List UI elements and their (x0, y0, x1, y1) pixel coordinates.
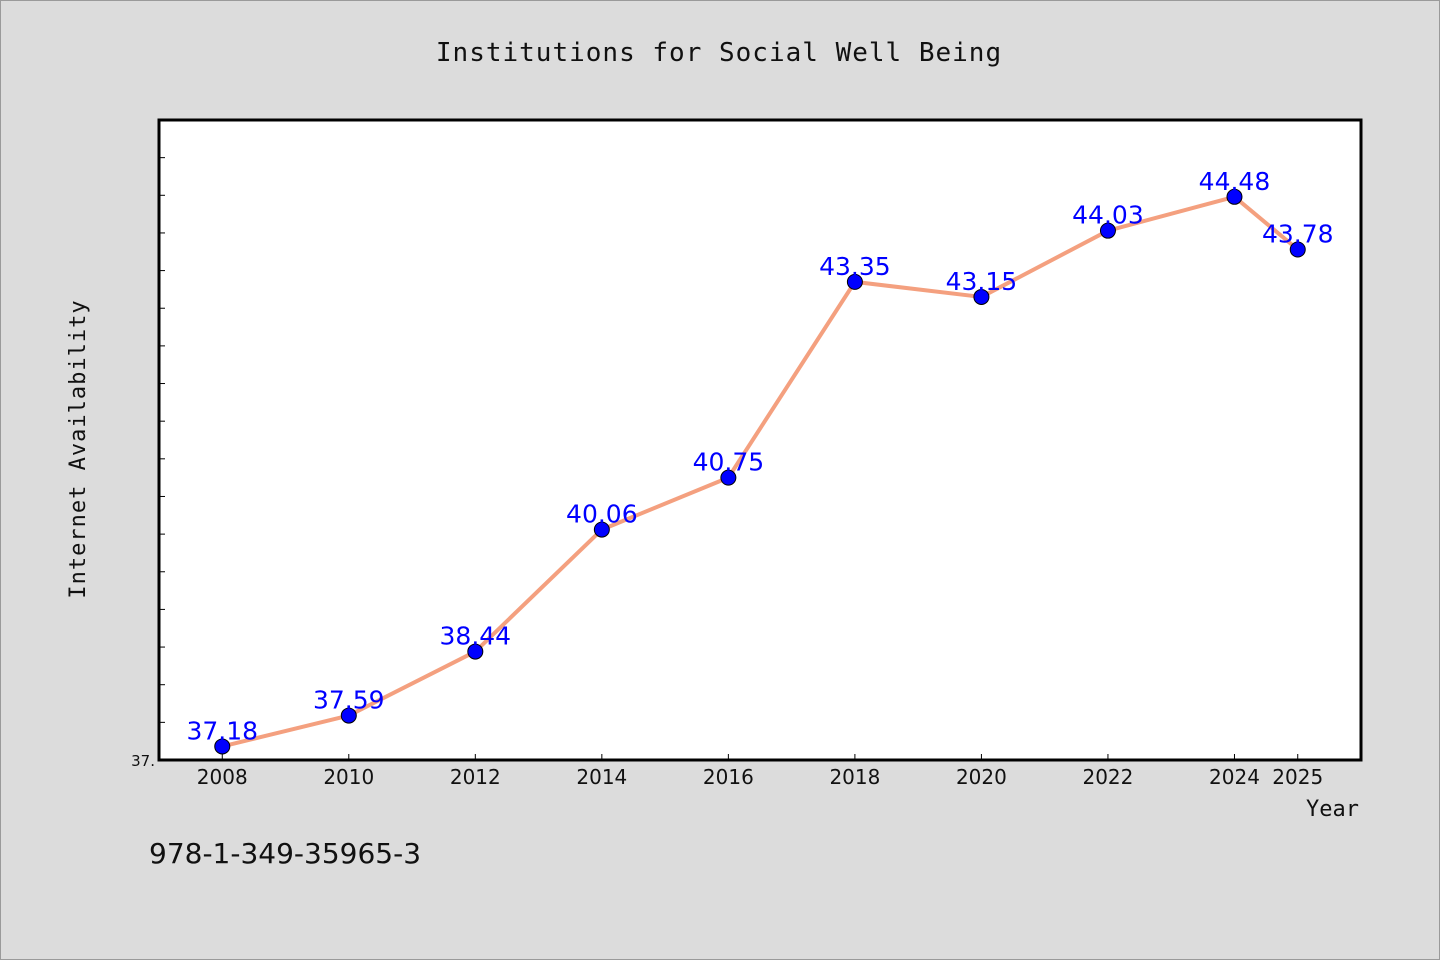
data-label: 44.48 (1199, 167, 1271, 196)
data-label: 40.06 (566, 500, 638, 529)
data-label: 43.35 (819, 252, 891, 281)
x-tick-label: 2014 (576, 765, 627, 789)
data-point (340, 707, 357, 724)
data-point (973, 288, 990, 305)
data-point (1099, 222, 1116, 239)
data-point (1226, 188, 1243, 205)
data-label: 44.03 (1072, 201, 1144, 230)
isbn-text: 978-1-349-35965-3 (149, 837, 421, 870)
data-label: 43.78 (1262, 220, 1334, 249)
data-point (846, 273, 863, 290)
x-tick-label: 2022 (1082, 765, 1133, 789)
y-tick-label: 37. (131, 752, 155, 770)
data-point (214, 738, 231, 755)
x-axis-label: Year (1306, 797, 1359, 822)
data-point (467, 643, 484, 660)
chart-title: Institutions for Social Well Being (436, 38, 1002, 68)
x-tick-label: 2010 (323, 765, 374, 789)
series-line (221, 194, 1300, 749)
x-tick-label: 2016 (703, 765, 754, 789)
x-tick-label: 2024 (1209, 765, 1260, 789)
x-tick-label: 2020 (956, 765, 1007, 789)
data-label: 38.44 (440, 622, 512, 651)
x-tick-label: 2012 (450, 765, 501, 789)
series-layer: 37.18 37.59 38.44 40.06 40.75 43.35 43.15 44.03… (186, 167, 1334, 755)
plot-area (157, 118, 1363, 762)
data-label: 43.15 (946, 267, 1018, 296)
x-tick-label: 2025 (1272, 765, 1323, 789)
data-label: 40.75 (693, 448, 765, 477)
x-axis-ticks (221, 754, 1299, 760)
data-label: 37.59 (313, 686, 385, 715)
data-point (593, 521, 610, 538)
y-axis-label: Internet Availability (66, 299, 91, 598)
x-tick-label: 2008 (197, 765, 248, 789)
data-label: 37.18 (186, 716, 258, 745)
y-axis-ticks (159, 119, 165, 761)
data-point (720, 469, 737, 486)
x-axis-tick-labels: 2008 2010 2012 2014 2016 2018 2020 2022 2024 2025 (197, 765, 1323, 789)
x-tick-label: 2018 (829, 765, 880, 789)
data-point (1289, 241, 1306, 258)
